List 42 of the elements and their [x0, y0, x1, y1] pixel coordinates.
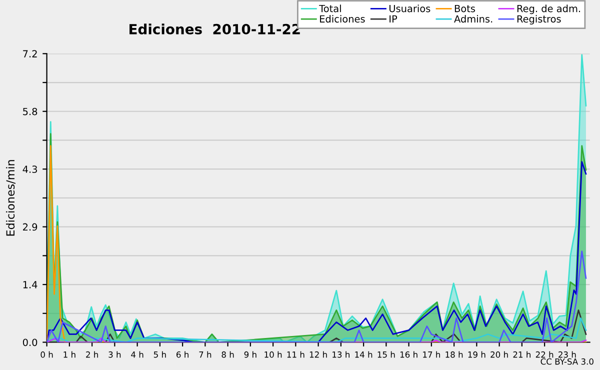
y-tick-label: 1.4	[23, 281, 38, 288]
x-tick-label: 5 h	[154, 351, 166, 358]
legend-label: Total	[319, 4, 341, 12]
legend-label: IP	[390, 15, 398, 22]
legend-label: Registros	[517, 15, 561, 24]
x-tick-label: 0 h	[40, 351, 53, 358]
x-tick-label: 9 h	[244, 351, 256, 358]
x-tick-label: 20 h	[490, 351, 508, 358]
x-tick-label: 17 h	[423, 351, 440, 358]
x-tick-label: 14 h	[355, 351, 372, 358]
legend-label: Reg. de adm.	[517, 4, 580, 14]
x-tick-label: 7 h	[199, 351, 212, 358]
legend-label: Ediciones	[320, 15, 365, 23]
x-tick-label: 4 h	[131, 351, 144, 358]
x-tick-label: 8 h	[222, 351, 234, 358]
y-tick-label: 2.9	[23, 223, 38, 231]
legend-label: Admins.	[454, 15, 492, 23]
x-tick-label: 10 h	[264, 351, 282, 358]
x-tick-label: 21 h	[513, 351, 530, 358]
y-tick-label: 4.3	[22, 166, 37, 173]
x-tick-label: 2 h	[86, 351, 98, 358]
legend-label: Usuarios	[389, 4, 430, 12]
x-tick-label: 6 h	[176, 351, 188, 358]
legend-label: Bots	[454, 4, 476, 12]
y-tick-label: 5.8	[23, 108, 38, 116]
text: CC BY-SA 3.0	[540, 358, 594, 365]
line-series	[46, 250, 587, 342]
x-tick-label: 18 h	[446, 351, 463, 358]
x-tick-label: 12 h	[310, 351, 327, 358]
x-tick-label: 13 h	[332, 351, 350, 358]
y-tick-label: 0.0	[22, 338, 38, 346]
x-tick-label: 16 h	[400, 351, 418, 358]
x-tick-label: 23 h	[558, 351, 576, 358]
x-tick-label: 22 h	[536, 351, 554, 358]
x-tick-label: 3 h	[108, 351, 121, 358]
y-tick-label: 7.2	[23, 50, 37, 58]
x-tick-label: 19 h	[468, 351, 486, 358]
x-tick-label: 1 h	[64, 351, 76, 358]
x-tick-label: 11 h	[287, 351, 304, 358]
chart-title: Ediciones 2010-11-22	[130, 24, 300, 34]
x-tick-label: 15 h	[378, 351, 395, 358]
y-axis-title: Ediciones/min	[6, 160, 16, 236]
